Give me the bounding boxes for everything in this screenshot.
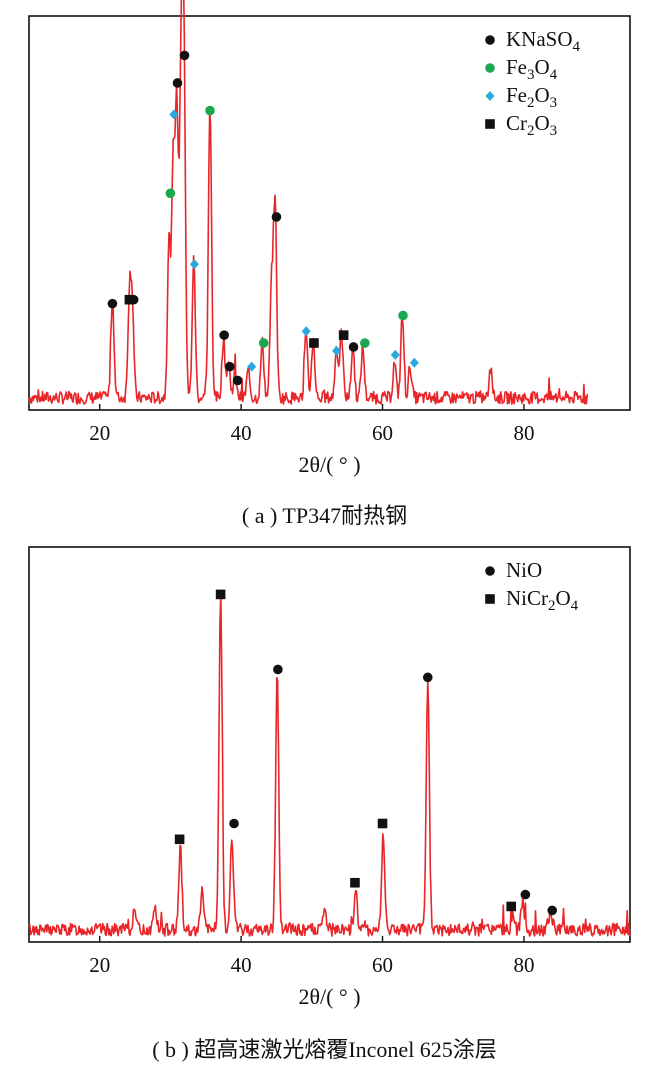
x-axis-title: 2θ/( ° ) xyxy=(298,452,360,477)
peak-marker-nio xyxy=(273,664,283,675)
peak-marker-knaso4 xyxy=(172,78,183,88)
legend-label-fe3o4: Fe3O4 xyxy=(506,55,558,83)
peak-marker-fe3o4 xyxy=(360,338,370,348)
peak-marker-nicr2o4 xyxy=(506,901,517,912)
legend-label-cr2o3: Cr2O3 xyxy=(506,111,557,139)
legend-marker-nicr2o4 xyxy=(485,594,495,604)
peak-marker-fe3o4 xyxy=(205,105,215,116)
x-tick-label: 60 xyxy=(372,421,393,445)
peak-marker-cr2o3 xyxy=(338,330,349,340)
plot-frame xyxy=(28,15,631,411)
plot-frame xyxy=(28,546,631,943)
peak-marker-fe2o3 xyxy=(301,326,311,337)
peak-marker-nio xyxy=(422,672,433,683)
caption-b: ( b ) 超高速激光熔覆Inconel 625涂层 xyxy=(152,1037,497,1062)
x-tick-label: 80 xyxy=(513,421,534,445)
peak-marker-nio xyxy=(520,889,531,900)
caption-a: ( a ) TP347耐热钢 xyxy=(241,503,408,528)
x-tick-label: 60 xyxy=(372,953,393,977)
x-tick-label: 80 xyxy=(513,953,534,977)
peak-marker-cr2o3 xyxy=(309,338,319,348)
x-tick-label: 20 xyxy=(89,953,110,977)
peak-marker-knaso4 xyxy=(128,294,139,305)
x-tick-label: 40 xyxy=(231,953,252,977)
peak-marker-nicr2o4 xyxy=(377,818,388,829)
peak-marker-fe3o4 xyxy=(398,310,408,321)
legend-marker-nio xyxy=(485,566,495,576)
peak-marker-fe3o4 xyxy=(165,188,176,199)
legend-marker-fe2o3 xyxy=(485,91,495,101)
legend-label-nicr2o4: NiCr2O4 xyxy=(506,586,579,614)
peak-marker-fe2o3 xyxy=(332,345,342,356)
peak-marker-knaso4 xyxy=(271,212,282,222)
peak-marker-knaso4 xyxy=(348,342,359,352)
x-tick-label: 20 xyxy=(89,421,110,445)
peak-marker-knaso4 xyxy=(232,375,243,386)
peak-marker-nicr2o4 xyxy=(215,589,226,600)
xrd-chart-inconel625: 20 40 60 80 2θ/( ° ) NiO NiCr2O4 xyxy=(28,546,631,1009)
legend-label-knaso4: KNaSO4 xyxy=(506,27,581,55)
x-tick-label: 40 xyxy=(231,421,252,445)
legend-marker-knaso4 xyxy=(485,35,495,45)
peak-marker-fe2o3 xyxy=(390,349,400,360)
peak-marker-nio xyxy=(229,818,239,829)
peak-marker-knaso4 xyxy=(107,298,118,309)
peak-marker-knaso4 xyxy=(179,50,190,61)
xrd-trace xyxy=(28,593,631,937)
peak-marker-knaso4 xyxy=(219,330,229,340)
peak-marker-fe2o3 xyxy=(247,361,257,372)
peak-marker-fe2o3 xyxy=(409,357,419,368)
legend-label-fe2o3: Fe2O3 xyxy=(506,83,557,111)
peak-marker-fe2o3 xyxy=(189,259,199,270)
legend-label-nio: NiO xyxy=(506,558,542,582)
peak-marker-fe3o4 xyxy=(258,338,269,348)
peak-marker-knaso4 xyxy=(225,361,235,372)
x-axis-title: 2θ/( ° ) xyxy=(298,984,360,1009)
peak-marker-nicr2o4 xyxy=(350,877,360,888)
xrd-trace xyxy=(28,0,589,405)
peak-marker-nicr2o4 xyxy=(174,834,185,845)
legend-marker-fe3o4 xyxy=(485,63,495,73)
peak-marker-fe2o3 xyxy=(169,109,179,120)
legend-marker-cr2o3 xyxy=(485,119,495,129)
peak-marker-nio xyxy=(547,905,558,916)
